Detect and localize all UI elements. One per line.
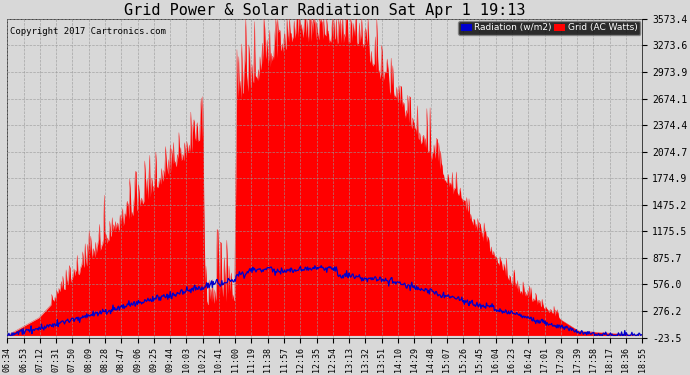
Legend: Radiation (w/m2), Grid (AC Watts): Radiation (w/m2), Grid (AC Watts) xyxy=(458,21,640,35)
Text: Copyright 2017 Cartronics.com: Copyright 2017 Cartronics.com xyxy=(10,27,166,36)
Title: Grid Power & Solar Radiation Sat Apr 1 19:13: Grid Power & Solar Radiation Sat Apr 1 1… xyxy=(124,3,526,18)
